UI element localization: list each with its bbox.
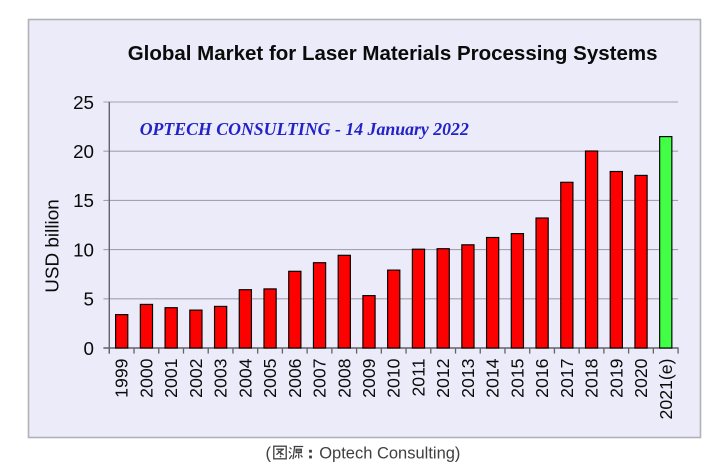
svg-text:15: 15: [73, 190, 94, 211]
svg-text:USD billion: USD billion: [43, 199, 64, 292]
svg-text:2020: 2020: [631, 358, 651, 398]
svg-text:2021(e): 2021(e): [656, 359, 676, 420]
svg-text:0: 0: [84, 338, 94, 359]
svg-text:2017: 2017: [557, 359, 577, 398]
svg-text:1999: 1999: [112, 359, 132, 398]
svg-text:2005: 2005: [260, 358, 280, 398]
svg-text:20: 20: [73, 141, 94, 162]
svg-text:10: 10: [73, 239, 94, 260]
svg-text:2015: 2015: [507, 358, 527, 398]
svg-text:2016: 2016: [532, 358, 552, 398]
svg-text:Global Market for Laser Materi: Global Market for Laser Materials Proces…: [128, 42, 658, 65]
svg-text:2014: 2014: [483, 358, 503, 398]
svg-text:2008: 2008: [334, 358, 354, 398]
svg-text:2006: 2006: [285, 358, 305, 398]
svg-text:2013: 2013: [458, 358, 478, 398]
svg-text:2003: 2003: [211, 358, 231, 398]
svg-text:2010: 2010: [384, 358, 404, 398]
svg-text:2018: 2018: [582, 358, 602, 398]
svg-text:2000: 2000: [136, 358, 156, 398]
svg-text:2012: 2012: [433, 359, 453, 398]
svg-text:2004: 2004: [235, 358, 255, 398]
svg-text:OPTECH CONSULTING - 14 January: OPTECH CONSULTING - 14 January 2022: [140, 119, 469, 139]
svg-text:2007: 2007: [310, 359, 330, 398]
svg-text:2001: 2001: [161, 359, 181, 398]
svg-text:2011: 2011: [408, 359, 428, 397]
svg-text:Optech Consulting): Optech Consulting): [319, 445, 460, 463]
svg-text:(: (: [266, 445, 272, 463]
svg-text:2002: 2002: [186, 359, 206, 398]
svg-text:5: 5: [84, 289, 94, 310]
svg-text:2009: 2009: [359, 359, 379, 398]
svg-text:2019: 2019: [606, 359, 626, 398]
svg-text:25: 25: [73, 92, 94, 113]
